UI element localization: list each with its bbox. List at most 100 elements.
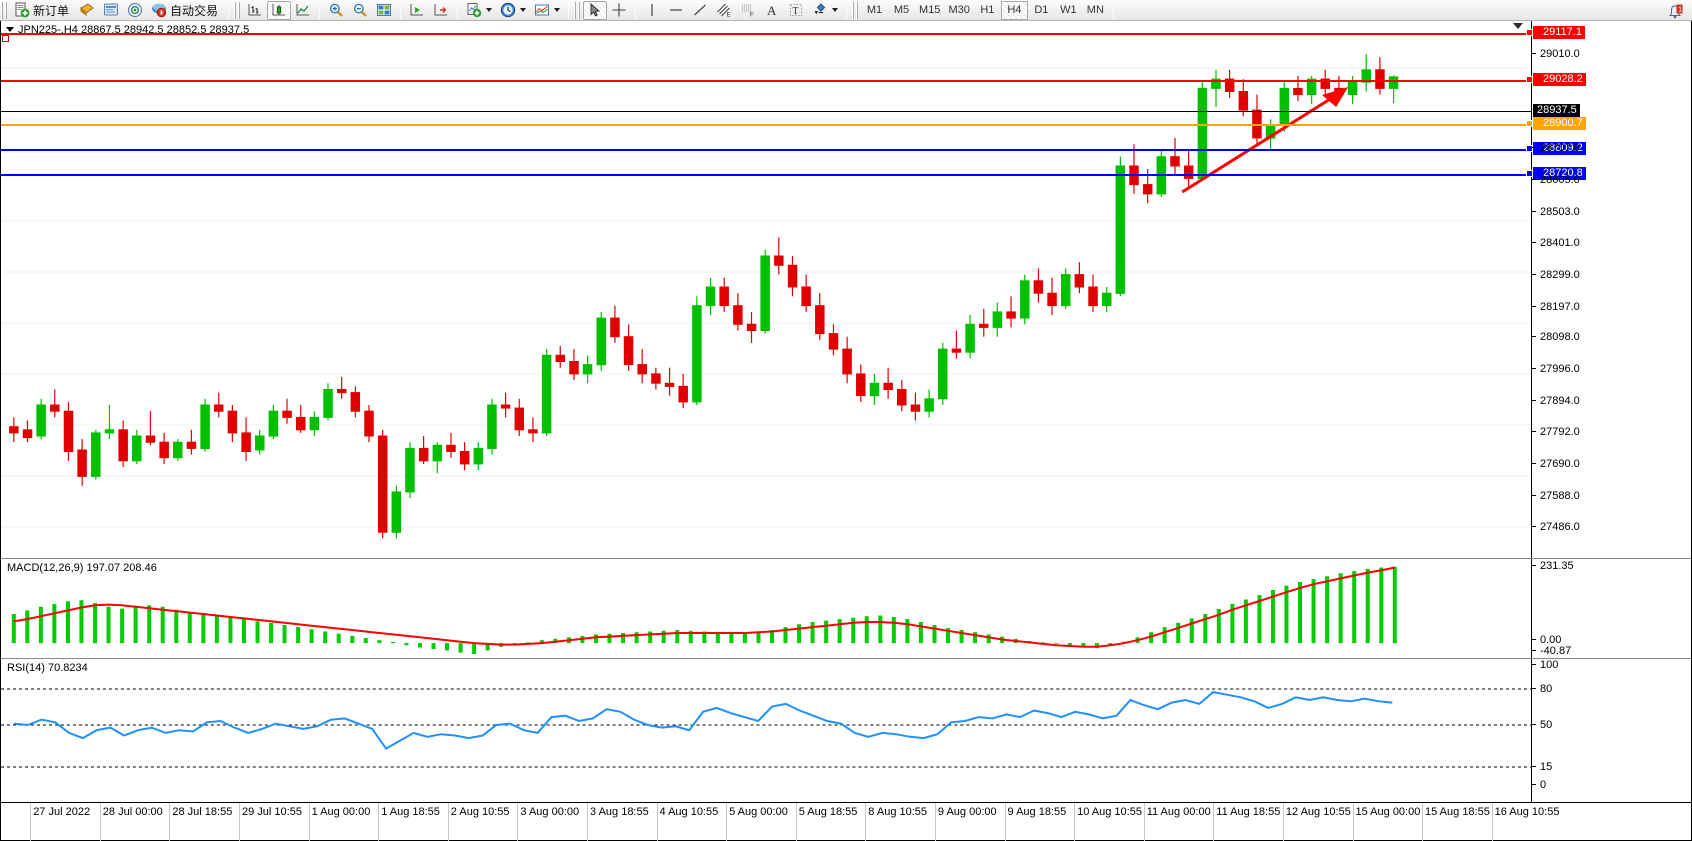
time-tick-label: 8 Aug 10:55 [868, 806, 928, 818]
level-handle-support-upper[interactable] [1526, 145, 1533, 152]
line-chart-button[interactable] [291, 1, 315, 20]
horizontal-line-button[interactable] [664, 1, 688, 20]
price-tick: 27894.0 [1532, 395, 1691, 407]
level-handle-support-lower[interactable] [1526, 170, 1533, 177]
navigator-icon [128, 3, 143, 17]
price-tick: 27792.0 [1532, 426, 1691, 438]
zoom-in-icon [329, 3, 343, 17]
chart-window[interactable]: JPN225-,H4 28867.5 28942.5 28852.5 28937… [0, 21, 1692, 841]
new-order-button[interactable]: 新订单 [10, 1, 75, 20]
chart-menu-arrow-icon[interactable] [6, 27, 14, 32]
rsi-pane[interactable]: RSI(14) 70.8234 100 80 50 15 [1, 658, 1691, 802]
toolbar-separator-3 [400, 1, 402, 19]
vertical-line-button[interactable] [640, 1, 664, 20]
macd-plot[interactable]: MACD(12,26,9) 197.07 208.46 [1, 559, 1531, 658]
timeframe-d1[interactable]: D1 [1034, 4, 1049, 16]
objects-dropdown-arrow[interactable] [832, 8, 839, 12]
level-tag-entry-price: 28900.7 [1533, 117, 1586, 130]
svg-text:T: T [793, 6, 799, 17]
time-tick-label: 28 Jul 18:55 [172, 806, 233, 818]
time-tick-label: 9 Aug 00:00 [937, 806, 997, 818]
period-dropdown-arrow[interactable] [520, 8, 527, 12]
zoom-in-button[interactable] [324, 1, 348, 20]
templates-button[interactable] [530, 1, 564, 20]
text-button[interactable]: A [760, 1, 784, 20]
cursor-button[interactable] [583, 0, 608, 20]
crosshair-icon [612, 3, 626, 17]
fibonacci-button[interactable]: F [736, 1, 760, 20]
toolbar-separator-5 [568, 1, 570, 19]
price-tick: 27588.0 [1532, 490, 1691, 502]
alarm-button[interactable]: 1 [1663, 2, 1687, 21]
templates-dropdown-arrow[interactable] [554, 8, 561, 12]
time-tick-label: 9 Aug 18:55 [1007, 806, 1067, 818]
trendline-icon [694, 4, 706, 16]
price-tick: 28503.0 [1532, 206, 1691, 218]
price-tick: 28299.0 [1532, 269, 1691, 281]
candlestick-icon [272, 4, 286, 16]
timeframe-h4[interactable]: H4 [1000, 0, 1028, 20]
time-axis-labels: 27 Jul 2022 28 Jul 00:00 28 Jul 18:55 29 Ju… [1, 803, 1559, 841]
chart-shift-button[interactable] [405, 1, 429, 20]
level-line-support-lower[interactable] [1, 174, 1531, 176]
time-tick-label: 5 Aug 00:00 [729, 806, 788, 818]
main-toolbar: 新订单 [0, 0, 1692, 21]
period-button[interactable] [496, 1, 530, 20]
bar-chart-button[interactable] [243, 1, 267, 20]
data-window-button[interactable] [372, 1, 396, 20]
crosshair-button[interactable] [607, 1, 631, 20]
timeframe-w1[interactable]: W1 [1060, 4, 1077, 16]
candlestick-series [1, 54, 1531, 539]
macd-pane[interactable]: MACD(12,26,9) 197.07 208.46 231.35 0.00 … [1, 558, 1691, 658]
level-handle-take-profit-lower[interactable] [1526, 76, 1533, 83]
objects-button[interactable] [808, 1, 842, 20]
trendline-button[interactable] [688, 1, 712, 20]
text-label-button[interactable]: T [784, 1, 808, 20]
macd-scale: 231.35 0.00 -40.87 [1531, 559, 1691, 658]
toolbar-grip[interactable] [1, 1, 8, 19]
price-pane[interactable]: JPN225-,H4 28867.5 28942.5 28852.5 28937… [1, 21, 1691, 558]
navigator-button[interactable] [123, 1, 147, 20]
level-line-take-profit-upper[interactable] [1, 33, 1531, 35]
zoom-out-button[interactable] [348, 1, 372, 20]
level-handle-take-profit-upper[interactable] [1526, 29, 1533, 36]
time-tick-label: 16 Aug 10:55 [1494, 806, 1560, 818]
toolbar-separator-4 [457, 1, 459, 19]
level-line-take-profit-lower[interactable] [1, 80, 1531, 82]
level-tag-support-upper: 28809.2 [1533, 142, 1586, 155]
level-line-support-upper[interactable] [1, 149, 1531, 151]
price-plot[interactable]: JPN225-,H4 28867.5 28942.5 28852.5 28937… [1, 21, 1531, 558]
indicators-button[interactable] [462, 1, 496, 20]
rsi-line [13, 691, 1393, 750]
rsi-plot[interactable]: RSI(14) 70.8234 [1, 659, 1531, 802]
level-handle-entry-price[interactable] [1526, 120, 1533, 127]
data-window-icon [377, 4, 392, 16]
auto-trading-button[interactable]: 自动交易 [147, 1, 224, 20]
level-tag-support-lower: 28720.8 [1533, 167, 1586, 180]
terminal-button[interactable] [99, 1, 123, 20]
price-scale[interactable]: 29117.1 29028.2 28937.5 28900.7 28809.2 … [1526, 21, 1691, 558]
timeframe-mn[interactable]: MN [1086, 4, 1104, 16]
objects-toolbar-grip[interactable] [574, 1, 582, 19]
scroll-indicator-icon[interactable] [1513, 23, 1523, 29]
text-label-icon: T [790, 4, 803, 17]
timeframe-m5[interactable]: M5 [893, 4, 910, 16]
timeframe-m30[interactable]: M30 [948, 4, 970, 16]
new-order-icon [15, 2, 30, 18]
equidistant-channel-button[interactable]: E [712, 1, 736, 20]
expert-advisor-icon [80, 3, 94, 17]
timeframe-h1[interactable]: H1 [980, 4, 995, 16]
expert-advisor-button[interactable] [75, 1, 99, 20]
timeframe-m1[interactable]: M1 [866, 4, 883, 16]
price-tick: 28401.0 [1532, 237, 1691, 249]
candlestick-chart-button[interactable] [267, 0, 292, 20]
timeframe-m15[interactable]: M15 [919, 4, 941, 16]
level-line-entry-price[interactable] [1, 124, 1531, 126]
price-tick: 27996.0 [1532, 363, 1691, 375]
time-axis[interactable]: 27 Jul 2022 28 Jul 00:00 28 Jul 18:55 29 Ju… [1, 802, 1691, 841]
auto-scroll-button[interactable] [429, 1, 453, 20]
timeframe-toolbar-grip[interactable] [852, 1, 860, 19]
chart-toolbar-grip[interactable] [234, 1, 242, 19]
indicators-dropdown-arrow[interactable] [486, 8, 493, 12]
